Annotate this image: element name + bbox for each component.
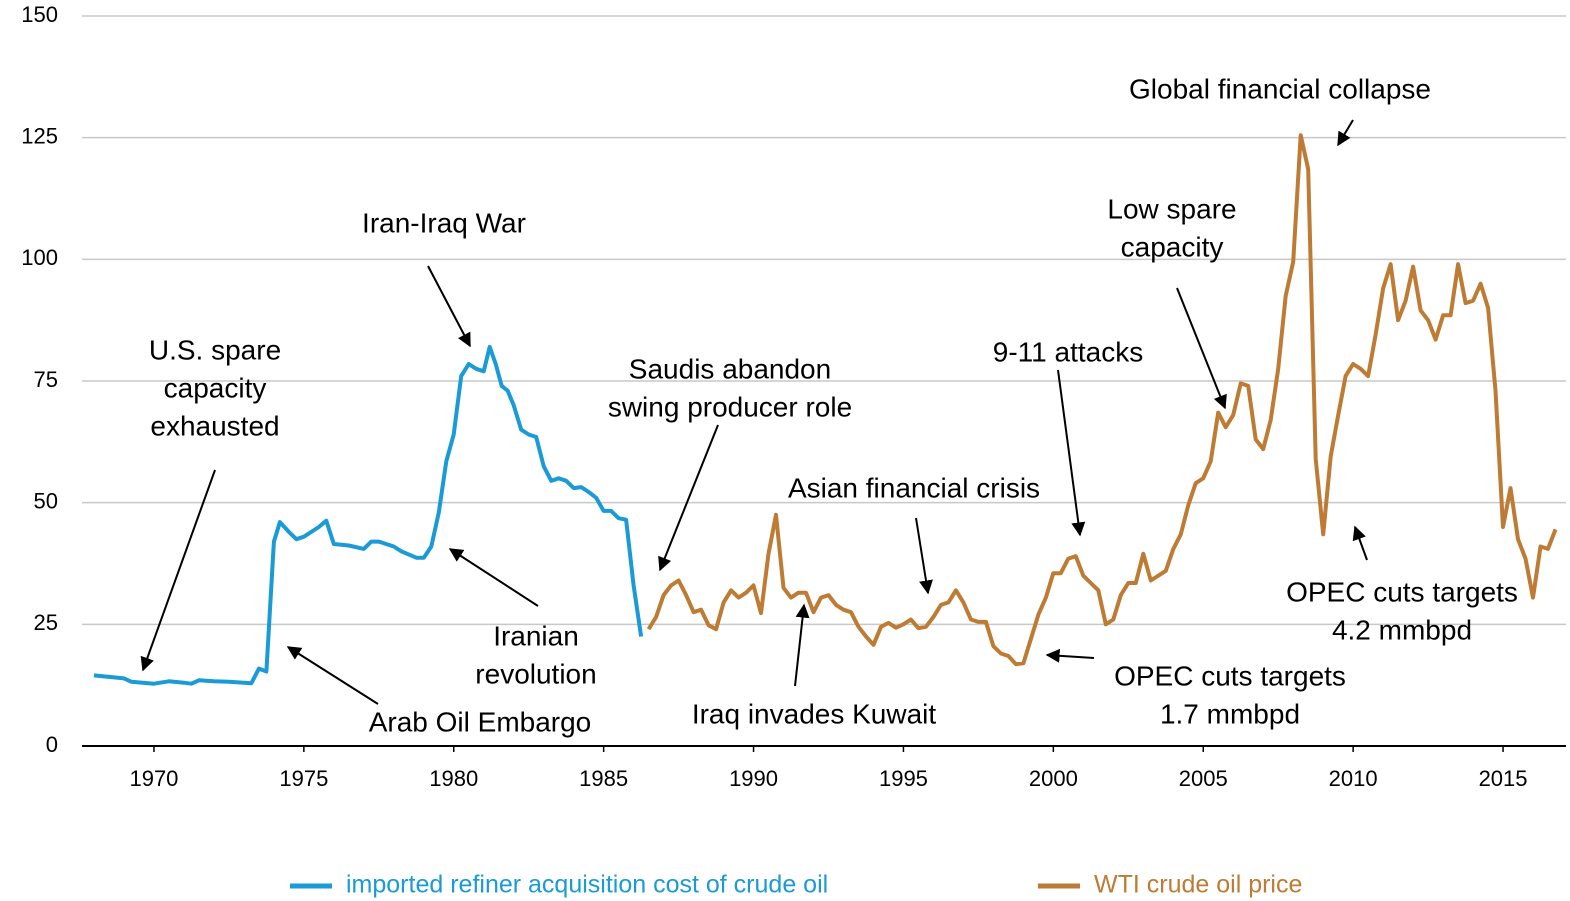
annotation-arrow — [1352, 525, 1368, 561]
series-line — [646, 133, 1558, 667]
annotation: revolution — [475, 658, 596, 689]
annotation-arrow — [140, 469, 216, 672]
annotation: Global financial collapse — [1129, 73, 1431, 104]
annotation: Asian financial crisis — [788, 472, 1040, 503]
x-tick-label: 1980 — [429, 766, 478, 791]
annotation-arrow — [448, 548, 539, 607]
annotation: Iraq invades Kuwait — [692, 698, 937, 729]
annotation: 4.2 mmbpd — [1332, 614, 1472, 645]
annotation-arrow — [915, 517, 933, 595]
annotation-arrow — [794, 603, 810, 687]
annotation: exhausted — [150, 410, 279, 441]
annotation: Saudis abandon — [629, 353, 831, 384]
annotation-arrow — [1057, 369, 1086, 537]
x-tick-label: 2005 — [1179, 766, 1228, 791]
annotation: 9-11 attacks — [993, 336, 1143, 367]
annotation-arrow — [1337, 119, 1354, 147]
annotation: capacity — [164, 372, 267, 403]
annotation: 1.7 mmbpd — [1160, 698, 1300, 729]
x-tick-label: 1985 — [579, 766, 628, 791]
annotation-arrow — [427, 265, 471, 348]
annotation: capacity — [1121, 231, 1224, 262]
annotation: U.S. spare — [149, 334, 281, 365]
annotation: Low spare — [1107, 193, 1236, 224]
y-tick-label: 50 — [34, 488, 58, 513]
y-tick-label: 0 — [46, 732, 58, 757]
legend-label: imported refiner acquisition cost of cru… — [346, 871, 828, 899]
annotation-arrow — [1045, 648, 1095, 663]
y-tick-label: 150 — [21, 2, 58, 27]
annotation-arrow — [1176, 287, 1227, 410]
annotation: OPEC cuts targets — [1114, 660, 1346, 691]
annotation: Arab Oil Embargo — [369, 706, 592, 737]
annotation: Iranian — [493, 620, 579, 651]
legend-label: WTI crude oil price — [1094, 871, 1302, 899]
y-tick-label: 25 — [34, 610, 58, 635]
annotation-arrow — [658, 424, 719, 572]
x-tick-label: 1970 — [129, 766, 178, 791]
y-tick-label: 75 — [34, 367, 58, 392]
series-line — [93, 344, 644, 686]
annotation: Iran-Iraq War — [362, 207, 526, 238]
x-tick-label: 2000 — [1029, 766, 1078, 791]
annotation-arrow — [286, 646, 379, 705]
x-tick-label: 1990 — [729, 766, 778, 791]
y-tick-label: 100 — [21, 245, 58, 270]
x-tick-label: 2015 — [1479, 766, 1528, 791]
x-tick-label: 2010 — [1329, 766, 1378, 791]
x-tick-label: 1975 — [279, 766, 328, 791]
y-tick-label: 125 — [21, 123, 58, 148]
annotation: swing producer role — [608, 391, 852, 422]
x-tick-label: 1995 — [879, 766, 928, 791]
annotation: OPEC cuts targets — [1286, 576, 1518, 607]
